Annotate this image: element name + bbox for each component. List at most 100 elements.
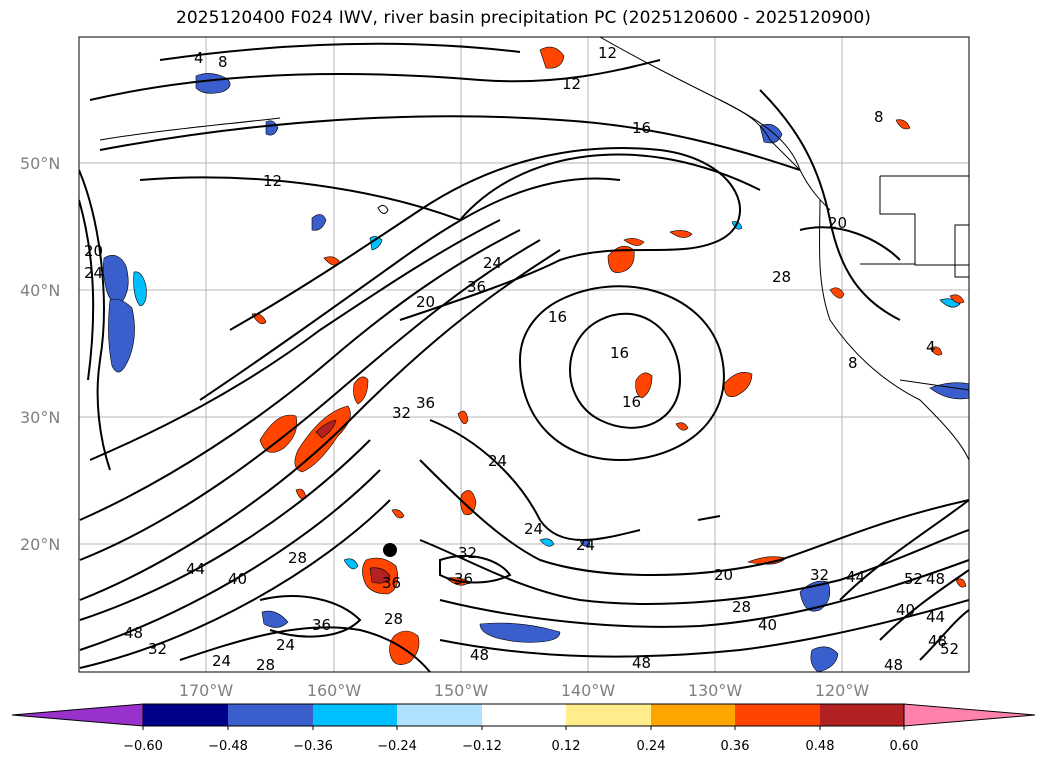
- colorbar-swatch: [735, 704, 820, 726]
- contour-label: 32: [392, 404, 411, 422]
- pos-blob: [457, 410, 469, 425]
- contour-line: [229, 147, 741, 331]
- neg-blob: [479, 622, 561, 643]
- colorbar-swatch: [313, 704, 397, 726]
- colorbar: −0.60 −0.48 −0.36 −0.24 −0.12 0.12 0.24 …: [11, 703, 1036, 754]
- contour-line: [879, 569, 969, 641]
- contour-label: 36: [454, 570, 473, 588]
- colorbar-swatch: [820, 704, 904, 726]
- pos-blob: [391, 509, 405, 519]
- hawaii-island: [383, 543, 397, 557]
- contour-label: 16: [548, 308, 567, 326]
- pos-blob: [369, 567, 391, 584]
- contour-line: [99, 115, 801, 171]
- contour-line: [79, 239, 541, 561]
- contour-label: 24: [488, 452, 507, 470]
- colorbar-label: −0.24: [377, 739, 417, 754]
- contour-line: [89, 219, 501, 461]
- contour-label: 28: [384, 610, 403, 628]
- contour-label: 40: [228, 570, 247, 588]
- contour-label: 36: [467, 278, 486, 296]
- contour-line: [697, 515, 721, 521]
- colorbar-swatch: [228, 704, 313, 726]
- pos-blob: [353, 376, 369, 405]
- colorbar-label: −0.48: [208, 739, 248, 754]
- pos-blob: [669, 230, 693, 238]
- colorbar-label: 0.36: [721, 739, 750, 754]
- colorbar-label: 0.60: [890, 739, 919, 754]
- contour-label: 44: [846, 568, 865, 586]
- contour-label: 36: [416, 394, 435, 412]
- contour-labels: 4 8 12 12 16 12 20 24 20 24 36 16 16 16 …: [84, 44, 959, 674]
- lon-axis: 170°W 160°W 150°W 140°W 130°W 120°W: [179, 681, 870, 700]
- iwv-contours: [79, 42, 969, 672]
- contour-line: [429, 419, 641, 541]
- contour-line: [79, 249, 561, 601]
- contour-label: 12: [562, 75, 581, 93]
- contour-line: [439, 599, 969, 658]
- contour-line: [799, 226, 901, 261]
- neg-blob: [108, 298, 135, 373]
- lon-label: 130°W: [688, 681, 743, 700]
- neg-blob: [759, 123, 783, 144]
- pos-blob: [635, 372, 653, 399]
- border-state-box: [954, 224, 969, 278]
- contour-line: [79, 439, 371, 621]
- pos-blob: [949, 294, 965, 304]
- coast-island: [377, 204, 389, 214]
- contour-label: 8: [874, 108, 884, 126]
- contour-label: 40: [896, 601, 915, 619]
- lat-label: 30°N: [20, 408, 60, 427]
- neg-blob: [799, 580, 831, 612]
- graticule: [79, 37, 969, 672]
- pos-blob: [607, 245, 635, 273]
- contour-label: 24: [212, 652, 231, 670]
- contour-label: 16: [622, 393, 641, 411]
- pos-blob: [895, 119, 911, 130]
- contour-label: 4: [194, 49, 204, 67]
- contour-label: 28: [288, 549, 307, 567]
- lon-label: 120°W: [815, 681, 870, 700]
- contour-line: [89, 59, 661, 101]
- colorbar-label: 0.12: [552, 739, 581, 754]
- contour-label: 32: [458, 544, 477, 562]
- colorbar-label: 0.24: [637, 739, 666, 754]
- lat-label: 40°N: [20, 281, 60, 300]
- contour-line: [839, 499, 969, 601]
- colorbar-swatch: [143, 704, 228, 726]
- coastline-westcoast: [818, 199, 969, 461]
- lat-label: 20°N: [20, 535, 60, 554]
- neg-blob: [369, 236, 383, 251]
- pos-blob: [675, 422, 689, 431]
- contour-label: 52: [940, 640, 959, 658]
- contour-label: 20: [714, 566, 733, 584]
- neg-blob: [343, 558, 359, 570]
- neg-blob: [810, 646, 839, 672]
- colorbar-ticks: [142, 726, 905, 730]
- contour-line: [518, 285, 725, 462]
- neg-blob: [133, 271, 147, 307]
- contour-line: [79, 499, 391, 669]
- neg-blob: [929, 382, 969, 400]
- neg-blob: [311, 214, 327, 231]
- contour-label: 28: [772, 268, 791, 286]
- colorbar-labels: −0.60 −0.48 −0.36 −0.24 −0.12 0.12 0.24 …: [123, 739, 918, 754]
- contour-label: 20: [416, 293, 435, 311]
- contour-label: 32: [148, 640, 167, 658]
- contour-label: 20: [84, 242, 103, 260]
- contour-line: [79, 169, 111, 471]
- contour-label: 16: [632, 119, 651, 137]
- contour-label: 48: [124, 624, 143, 642]
- contour-label: 20: [828, 214, 847, 232]
- colorbar-frame: [142, 703, 905, 727]
- lat-axis: 50°N 40°N 30°N 20°N: [20, 154, 60, 554]
- pos-blob: [623, 238, 645, 246]
- border-mexico: [899, 379, 969, 391]
- contour-label: 48: [470, 646, 489, 664]
- lon-label: 140°W: [561, 681, 616, 700]
- contour-line: [79, 229, 521, 521]
- contour-label: 24: [84, 264, 103, 282]
- contour-label: 40: [758, 616, 777, 634]
- contour-label: 12: [598, 44, 617, 62]
